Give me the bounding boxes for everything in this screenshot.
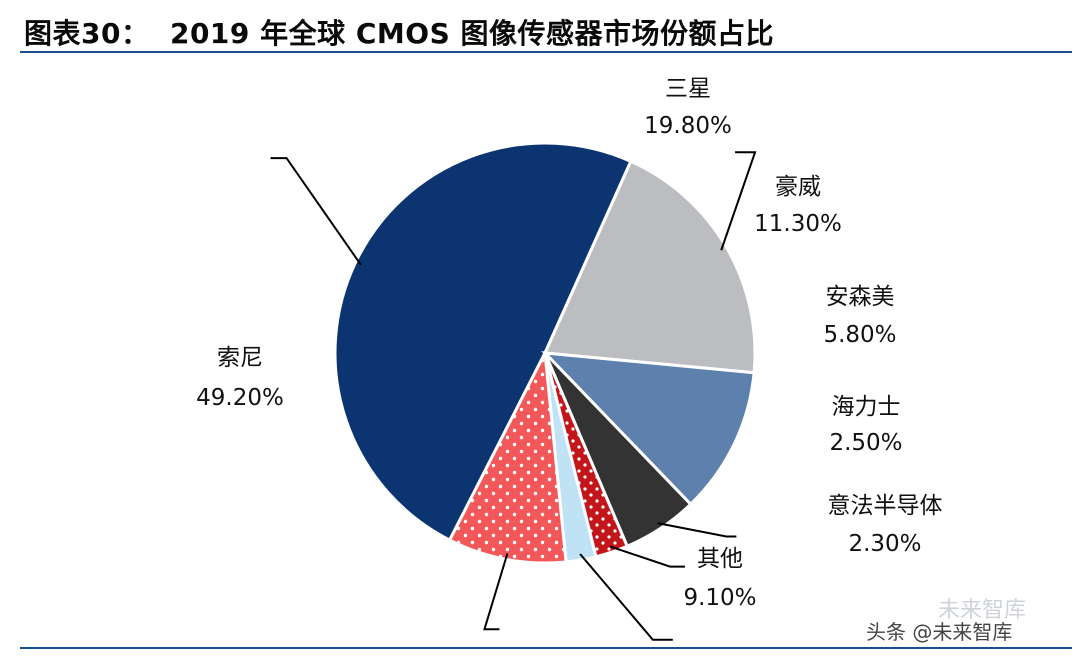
leader-line-0 [270, 157, 362, 266]
leader-line-4 [609, 545, 685, 568]
pie-slice-2 [541, 351, 756, 507]
leader-line-1 [720, 151, 757, 251]
slice-name-label-6: 其他 [697, 546, 743, 572]
slice-value-label-4: 2.50% [829, 430, 902, 456]
slice-name-label-0: 索尼 [217, 345, 263, 371]
leader-line-5 [579, 553, 673, 641]
slice-value-label-2: 11.30% [754, 211, 842, 237]
watermark-logo-text: 未来智库 [938, 598, 1027, 623]
slice-name-label-4: 海力士 [832, 394, 901, 420]
slice-value-label-5: 2.30% [848, 531, 921, 557]
slice-name-label-5: 意法半导体 [828, 493, 943, 519]
slice-name-label-2: 豪威 [775, 174, 821, 200]
slice-value-label-0: 49.20% [196, 385, 284, 411]
slice-value-label-1: 19.80% [644, 113, 732, 139]
slice-name-label-3: 安森美 [826, 284, 895, 310]
chart-title: 图表30： 2019 年全球 CMOS 图像传感器市场份额占比 [24, 17, 775, 50]
watermark-text: 头条 @未来智库 [866, 620, 1013, 644]
slice-name-label-1: 三星 [665, 76, 711, 102]
leader-line-3 [657, 522, 737, 538]
bottom-rule [20, 647, 1072, 649]
slice-value-label-6: 9.10% [683, 585, 756, 611]
pie-slice-0 [333, 141, 633, 543]
pie-slice-1 [542, 159, 757, 375]
leader-line-6 [483, 553, 509, 631]
top-rule [20, 51, 1072, 53]
slice-value-label-3: 5.80% [823, 322, 896, 348]
